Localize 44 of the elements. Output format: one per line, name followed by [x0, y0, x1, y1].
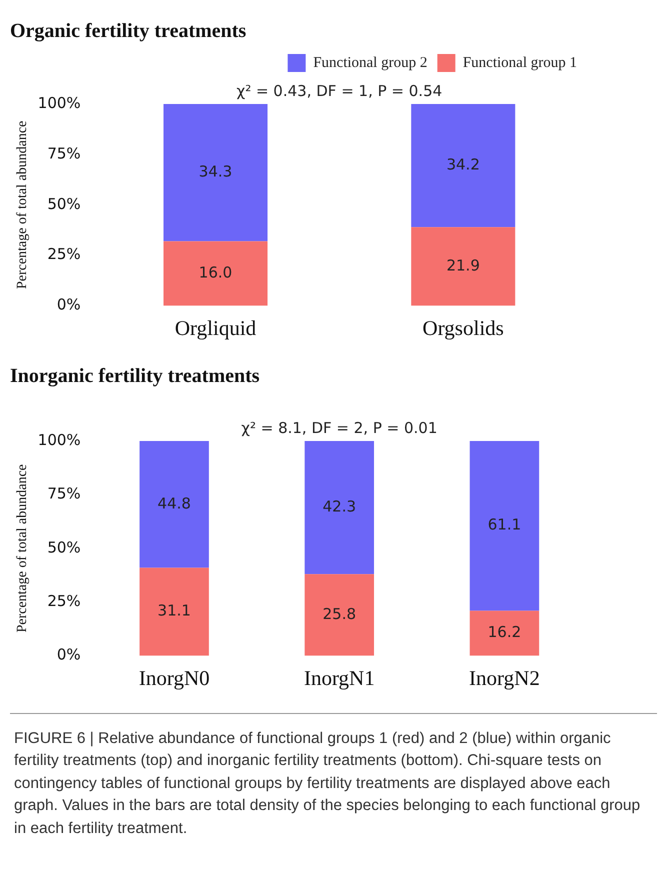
annotation: 25.8 [322, 604, 356, 623]
x-tick-label: InorgN2 [469, 666, 540, 690]
bar [470, 441, 540, 611]
annotation: 34.2 [446, 155, 480, 174]
y-tick-label: 50% [47, 194, 81, 213]
text: χ² = 0.43, DF = 1, P = 0.54 [236, 82, 442, 100]
chart-title: Inorganic fertility treatments [10, 365, 260, 388]
y-axis-title: Percentage of total abundance [15, 120, 30, 290]
bar [470, 610, 540, 656]
y-tick-label: 0% [56, 296, 81, 314]
x-tick-label: Orgliquid [174, 316, 257, 340]
y-axis-title: Percentage of total abundance [15, 464, 30, 633]
annotation: 61.1 [488, 516, 522, 534]
annotation: 31.1 [158, 602, 191, 620]
caption: FIGURE 6 | Relative abundance of functional groups 1 (red) and 2 (blue) within organic fertility treatments (top) and inorganic fertility treatments (bottom). Chi-square tests on contingency tables of functional groups by fertility treatments are displayed above each graph. Values in the bars are total density of the species belonging to each functional group in each fertility treatment. [10, 713, 657, 840]
bar [140, 568, 209, 656]
y-tick-label: 75% [47, 484, 81, 503]
y-tick-label: 100% [38, 94, 81, 112]
x-tick-label: InorgN0 [138, 666, 210, 690]
y-tick-label: 100% [38, 430, 81, 449]
text: χ² = 8.1, DF = 2, P = 0.01 [241, 418, 438, 437]
chart-title: Organic fertility treatments [10, 20, 246, 42]
annotation: 16.0 [198, 263, 232, 282]
bar [164, 241, 268, 306]
annotation: 16.2 [488, 623, 522, 642]
y-tick-label: 50% [47, 538, 81, 556]
legend-label: Functional group 1 [462, 54, 577, 71]
legend-label: Functional group 2 [313, 54, 428, 71]
annotation: 44.8 [158, 494, 191, 512]
y-tick-label: 75% [47, 144, 81, 162]
x-tick-label: Orgsolids [422, 316, 504, 340]
bar [304, 441, 374, 574]
annotation: 34.3 [198, 162, 232, 181]
y-tick-label: 0% [56, 646, 81, 664]
bar [164, 104, 268, 242]
bar [411, 104, 516, 228]
bar [411, 227, 516, 306]
annotation: 21.9 [446, 256, 480, 274]
bar [304, 574, 374, 656]
y-tick-label: 25% [47, 245, 81, 264]
x-tick-label: InorgN1 [304, 666, 375, 690]
bar [140, 441, 209, 568]
y-tick-label: 25% [47, 592, 81, 610]
annotation: 42.3 [322, 497, 356, 516]
